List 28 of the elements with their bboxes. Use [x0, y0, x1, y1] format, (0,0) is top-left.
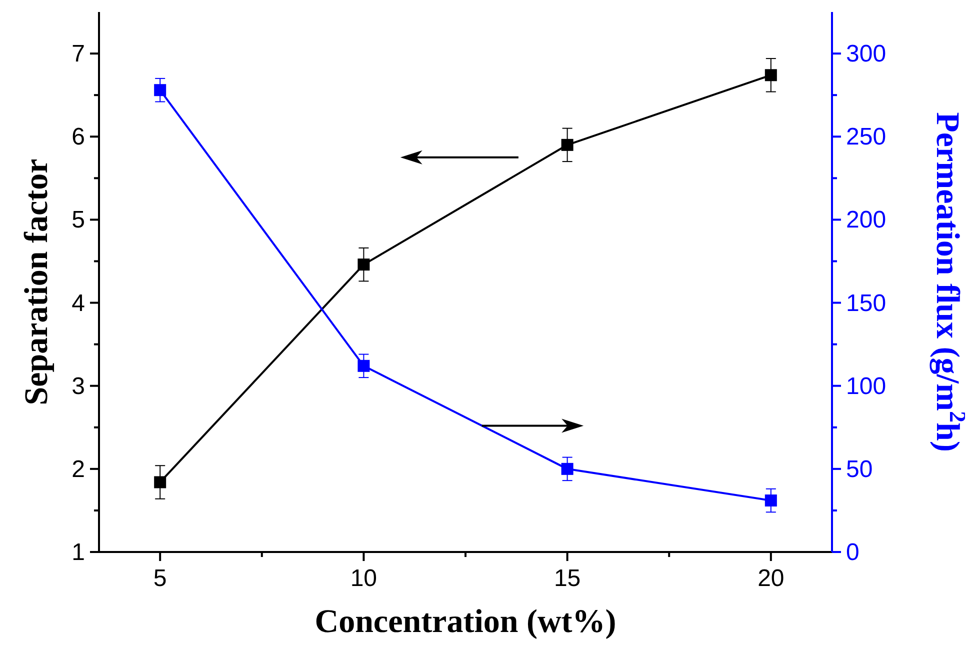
point — [561, 138, 574, 151]
x-axis-title: Concentration (wt%) — [314, 604, 616, 640]
y-tick-label: 7 — [72, 40, 85, 68]
y2-tick-label: 200 — [846, 206, 886, 234]
y-tick-label: 5 — [72, 206, 85, 234]
y2-tick-label: 50 — [846, 456, 873, 483]
point — [561, 462, 574, 475]
x-tick-label: 15 — [554, 565, 581, 592]
point — [764, 69, 777, 82]
x-tick-label: 10 — [350, 565, 378, 592]
y2-tick-label: 250 — [846, 124, 886, 151]
y-tick-label: 4 — [72, 290, 85, 317]
y2-tick-label: 100 — [846, 372, 886, 400]
y2-tick-label: 0 — [846, 539, 860, 566]
x-tick-label: 5 — [153, 565, 167, 592]
y-tick-label: 3 — [72, 372, 85, 400]
point — [764, 494, 777, 506]
point — [154, 476, 166, 488]
y-axis-title: Separation factor — [19, 158, 55, 406]
y2-tick-label: 300 — [846, 40, 886, 68]
y-tick-label: 2 — [72, 456, 85, 483]
y-tick-label: 6 — [72, 124, 85, 151]
point — [154, 84, 166, 96]
y-tick-label: 1 — [72, 539, 85, 566]
point — [358, 258, 370, 271]
y2-tick-label: 150 — [846, 290, 886, 317]
point — [358, 360, 370, 372]
x-tick-label: 20 — [758, 565, 784, 592]
